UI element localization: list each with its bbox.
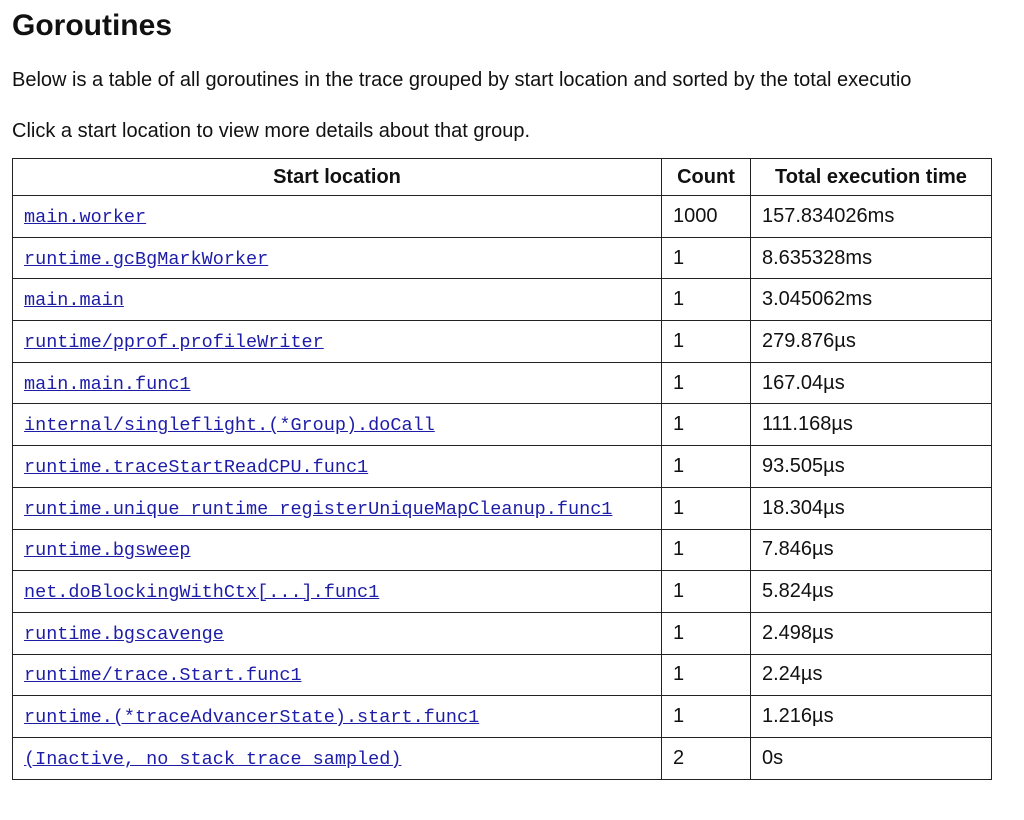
table-row: runtime/pprof.profileWriter 1 279.876µs [12, 320, 992, 363]
start-location-cell: runtime/pprof.profileWriter [12, 320, 662, 363]
start-location-cell: runtime.gcBgMarkWorker [12, 236, 662, 280]
start-location-cell: runtime.bgscavenge [12, 611, 662, 655]
table-row: main.worker 1000 157.834026ms [12, 195, 992, 238]
start-location-link[interactable]: net.doBlockingWithCtx[...].func1 [24, 582, 380, 604]
goroutine-table: Start location Count Total execution tim… [12, 158, 992, 780]
execution-time-cell: 8.635328ms [750, 236, 992, 280]
execution-time-cell: 93.505µs [750, 445, 992, 488]
table-row: runtime.bgsweep 1 7.846µs [12, 528, 992, 572]
count-cell: 1 [661, 486, 751, 530]
start-location-cell: runtime.bgsweep [12, 528, 662, 572]
start-location-cell: runtime.traceStartReadCPU.func1 [12, 445, 662, 488]
execution-time-cell: 167.04µs [750, 361, 992, 405]
execution-time-cell: 2.24µs [750, 653, 992, 697]
count-cell: 1 [661, 528, 751, 572]
start-location-link[interactable]: runtime/pprof.profileWriter [24, 331, 324, 353]
table-row: runtime.bgscavenge 1 2.498µs [12, 611, 992, 655]
execution-time-cell: 157.834026ms [750, 195, 992, 238]
start-location-link[interactable]: runtime.unique_runtime_registerUniqueMap… [24, 498, 613, 520]
start-location-cell: (Inactive, no stack trace sampled) [12, 736, 662, 780]
count-cell: 1 [661, 445, 751, 488]
count-cell: 1 [661, 361, 751, 405]
table-row: net.doBlockingWithCtx[...].func1 1 5.824µs [12, 570, 992, 613]
start-location-link[interactable]: runtime.(*traceAdvancerState).start.func… [24, 707, 480, 729]
table-row: runtime/trace.Start.func1 1 2.24µs [12, 653, 992, 697]
table-row: runtime.gcBgMarkWorker 1 8.635328ms [12, 236, 992, 280]
table-row: runtime.traceStartReadCPU.func1 1 93.505µs [12, 445, 992, 488]
execution-time-cell: 1.216µs [750, 695, 992, 738]
count-cell: 2 [661, 736, 751, 780]
start-location-link[interactable]: main.main.func1 [24, 373, 191, 395]
count-cell: 1 [661, 653, 751, 697]
table-row: (Inactive, no stack trace sampled) 2 0s [12, 736, 992, 780]
content: Goroutines Below is a table of all gorou… [12, 9, 992, 780]
execution-time-cell: 7.846µs [750, 528, 992, 572]
count-cell: 1 [661, 570, 751, 613]
count-cell: 1 [661, 278, 751, 322]
execution-time-cell: 111.168µs [750, 403, 992, 447]
instruction: Click a start location to view more deta… [12, 120, 531, 142]
execution-time-cell: 5.824µs [750, 570, 992, 613]
start-location-cell: main.worker [12, 195, 662, 238]
column-header: Total execution time [750, 158, 992, 196]
execution-time-cell: 279.876µs [750, 320, 992, 363]
count-cell: 1 [661, 320, 751, 363]
start-location-link[interactable]: main.main [24, 290, 124, 312]
start-location-link[interactable]: main.worker [24, 206, 147, 228]
start-location-link[interactable]: runtime.traceStartReadCPU.func1 [24, 456, 369, 478]
header-row: Start location Count Total execution tim… [12, 158, 992, 196]
execution-time-cell: 2.498µs [750, 611, 992, 655]
table-body: main.worker 1000 157.834026ms runtime.gcBgM… [12, 195, 992, 780]
table-row: main.main 1 3.045062ms [12, 278, 992, 322]
page-title: Goroutines [12, 9, 173, 42]
start-location-cell: net.doBlockingWithCtx[...].func1 [12, 570, 662, 613]
start-location-cell: main.main [12, 278, 662, 322]
start-location-cell: runtime/trace.Start.func1 [12, 653, 662, 697]
count-cell: 1 [661, 403, 751, 447]
table-row: main.main.func1 1 167.04µs [12, 361, 992, 405]
execution-time-cell: 3.045062ms [750, 278, 992, 322]
column-header: Count [661, 158, 751, 196]
start-location-cell: main.main.func1 [12, 361, 662, 405]
count-cell: 1 [661, 695, 751, 738]
start-location-link[interactable]: internal/singleflight.(*Group).doCall [24, 415, 435, 437]
count-cell: 1 [661, 236, 751, 280]
start-location-link[interactable]: runtime/trace.Start.func1 [24, 665, 302, 687]
execution-time-cell: 0s [750, 736, 992, 780]
execution-time-cell: 18.304µs [750, 486, 992, 530]
table-row: runtime.(*traceAdvancerState).start.func… [12, 695, 992, 738]
count-cell: 1000 [661, 195, 751, 238]
start-location-cell: runtime.(*traceAdvancerState).start.func… [12, 695, 662, 738]
count-cell: 1 [661, 611, 751, 655]
description: Below is a table of all goroutines in th… [12, 69, 912, 91]
start-location-cell: internal/singleflight.(*Group).doCall [12, 403, 662, 447]
column-header: Start location [12, 158, 662, 196]
start-location-link[interactable]: (Inactive, no stack trace sampled) [24, 748, 402, 770]
table-row: runtime.unique_runtime_registerUniqueMap… [12, 486, 992, 530]
start-location-link[interactable]: runtime.gcBgMarkWorker [24, 248, 269, 270]
start-location-link[interactable]: runtime.bgscavenge [24, 623, 224, 645]
start-location-link[interactable]: runtime.bgsweep [24, 540, 191, 562]
table-row: internal/singleflight.(*Group).doCall 1 11… [12, 403, 992, 447]
start-location-cell: runtime.unique_runtime_registerUniqueMap… [12, 486, 662, 530]
